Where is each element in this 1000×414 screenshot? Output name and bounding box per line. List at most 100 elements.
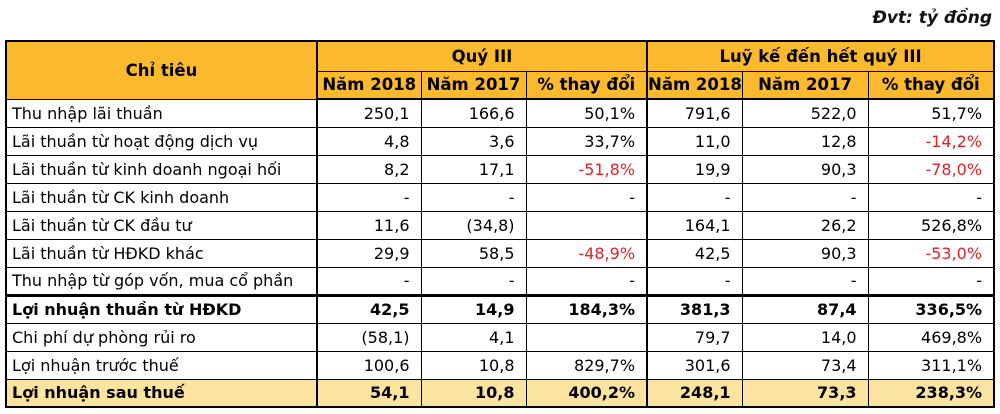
cell-value: 14,9 bbox=[420, 293, 527, 324]
group-header-quarter: Quý III bbox=[316, 40, 649, 72]
row-label: Lãi thuần từ CK kinh doanh bbox=[5, 182, 318, 212]
group-header-ytd: Luỹ kế đến hết quý III bbox=[646, 40, 996, 72]
row-label: Lợi nhuận trước thuế bbox=[5, 350, 318, 380]
cell-value: 33,7% bbox=[525, 126, 649, 156]
row-label: Lợi nhuận sau thuế bbox=[5, 378, 318, 408]
cell-value: 336,5% bbox=[867, 293, 996, 324]
row-label: Thu nhập lãi thuần bbox=[5, 98, 318, 128]
cell-value: (34,8) bbox=[420, 210, 527, 240]
cell-value: - bbox=[420, 266, 527, 296]
cell-value: 42,5 bbox=[316, 293, 422, 324]
table-row: Lợi nhuận trước thuế 100,6 10,8 829,7% 3… bbox=[5, 350, 996, 380]
table-row-total: Lợi nhuận sau thuế 54,1 10,8 400,2% 248,… bbox=[5, 378, 996, 408]
cell-value: 50,1% bbox=[525, 98, 649, 128]
table-row: Chi phí dự phòng rủi ro (58,1) 4,1 79,7 … bbox=[5, 322, 996, 352]
cell-value: - bbox=[525, 266, 649, 296]
row-label: Lợi nhuận thuần từ HĐKD bbox=[5, 293, 318, 324]
cell-value: 51,7% bbox=[867, 98, 996, 128]
cell-value: 90,3 bbox=[741, 154, 869, 184]
table-row: Thu nhập lãi thuần 250,1 166,6 50,1% 791… bbox=[5, 98, 996, 128]
cell-value: -14,2% bbox=[867, 126, 996, 156]
cell-value: 73,3 bbox=[741, 378, 869, 408]
table-row: Lãi thuần từ hoạt động dịch vụ 4,8 3,6 3… bbox=[5, 126, 996, 156]
cell-value bbox=[525, 322, 649, 352]
row-label: Chi phí dự phòng rủi ro bbox=[5, 322, 318, 352]
cell-value: 11,0 bbox=[646, 126, 743, 156]
column-header: Năm 2017 bbox=[741, 70, 869, 100]
cell-value: 73,4 bbox=[741, 350, 869, 380]
cell-value: 14,0 bbox=[741, 322, 869, 352]
cell-value: - bbox=[420, 182, 527, 212]
cell-value: 87,4 bbox=[741, 293, 869, 324]
cell-value: 10,8 bbox=[420, 350, 527, 380]
cell-value: 42,5 bbox=[646, 238, 743, 268]
cell-value: 311,1% bbox=[867, 350, 996, 380]
cell-value: 184,3% bbox=[525, 293, 649, 324]
cell-value: 58,5 bbox=[420, 238, 527, 268]
cell-value: 54,1 bbox=[316, 378, 422, 408]
cell-value: 301,6 bbox=[646, 350, 743, 380]
cell-value: 791,6 bbox=[646, 98, 743, 128]
corner-header: Chỉ tiêu bbox=[5, 40, 318, 100]
cell-value: 26,2 bbox=[741, 210, 869, 240]
cell-value: 250,1 bbox=[316, 98, 422, 128]
cell-value bbox=[525, 210, 649, 240]
cell-value: -78,0% bbox=[867, 154, 996, 184]
cell-value: -51,8% bbox=[525, 154, 649, 184]
table-header: Chỉ tiêu Quý III Luỹ kế đến hết quý III … bbox=[5, 40, 996, 100]
cell-value: 8,2 bbox=[316, 154, 422, 184]
cell-value: - bbox=[316, 182, 422, 212]
row-label: Lãi thuần từ CK đầu tư bbox=[5, 210, 318, 240]
row-label: Thu nhập từ góp vốn, mua cổ phần bbox=[5, 266, 318, 296]
column-header: Năm 2018 bbox=[316, 70, 422, 100]
cell-value: 11,6 bbox=[316, 210, 422, 240]
financial-results-table: Chỉ tiêu Quý III Luỹ kế đến hết quý III … bbox=[5, 40, 996, 408]
cell-value: 166,6 bbox=[420, 98, 527, 128]
table-row: Lãi thuần từ CK kinh doanh - - - - - - bbox=[5, 182, 996, 212]
cell-value: 526,8% bbox=[867, 210, 996, 240]
cell-value: -53,0% bbox=[867, 238, 996, 268]
column-header-row: Năm 2018 Năm 2017 % thay đổi Năm 2018 Nă… bbox=[6, 70, 996, 100]
row-label: Lãi thuần từ kinh doanh ngoại hối bbox=[5, 154, 318, 184]
cell-value: 400,2% bbox=[525, 378, 649, 408]
cell-value: -48,9% bbox=[525, 238, 649, 268]
cell-value: - bbox=[316, 266, 422, 296]
row-label: Lãi thuần từ hoạt động dịch vụ bbox=[5, 126, 318, 156]
table-row-subtotal: Lợi nhuận thuần từ HĐKD 42,5 14,9 184,3%… bbox=[5, 293, 996, 324]
cell-value: 79,7 bbox=[646, 322, 743, 352]
cell-value: 19,9 bbox=[646, 154, 743, 184]
cell-value: 381,3 bbox=[646, 293, 743, 324]
cell-value: 100,6 bbox=[316, 350, 422, 380]
row-label: Lãi thuần từ HĐKD khác bbox=[5, 238, 318, 268]
cell-value: 10,8 bbox=[420, 378, 527, 408]
cell-value: 4,8 bbox=[316, 126, 422, 156]
cell-value: (58,1) bbox=[316, 322, 422, 352]
cell-value: 29,9 bbox=[316, 238, 422, 268]
cell-value: 238,3% bbox=[867, 378, 996, 408]
group-header-row: Chỉ tiêu Quý III Luỹ kế đến hết quý III bbox=[5, 40, 996, 100]
cell-value: - bbox=[867, 182, 996, 212]
column-header: % thay đổi bbox=[867, 70, 996, 100]
cell-value: - bbox=[867, 266, 996, 296]
cell-value: 3,6 bbox=[420, 126, 527, 156]
column-header: % thay đổi bbox=[525, 70, 649, 100]
column-header: Năm 2018 bbox=[646, 70, 743, 100]
cell-value: 17,1 bbox=[420, 154, 527, 184]
table-body: Thu nhập lãi thuần 250,1 166,6 50,1% 791… bbox=[5, 98, 996, 408]
cell-value: 469,8% bbox=[867, 322, 996, 352]
table-row: Lãi thuần từ HĐKD khác 29,9 58,5 -48,9% … bbox=[5, 238, 996, 268]
cell-value: - bbox=[525, 182, 649, 212]
cell-value: - bbox=[741, 182, 869, 212]
unit-note: Đvt: tỷ đồng bbox=[872, 8, 992, 28]
cell-value: 522,0 bbox=[741, 98, 869, 128]
cell-value: 829,7% bbox=[525, 350, 649, 380]
table-row: Lãi thuần từ CK đầu tư 11,6 (34,8) 164,1… bbox=[5, 210, 996, 240]
table-row: Lãi thuần từ kinh doanh ngoại hối 8,2 17… bbox=[5, 154, 996, 184]
table-row: Thu nhập từ góp vốn, mua cổ phần - - - -… bbox=[5, 266, 996, 296]
cell-value: 248,1 bbox=[646, 378, 743, 408]
cell-value: 4,1 bbox=[420, 322, 527, 352]
cell-value: - bbox=[646, 182, 743, 212]
cell-value: 90,3 bbox=[741, 238, 869, 268]
cell-value: 12,8 bbox=[741, 126, 869, 156]
